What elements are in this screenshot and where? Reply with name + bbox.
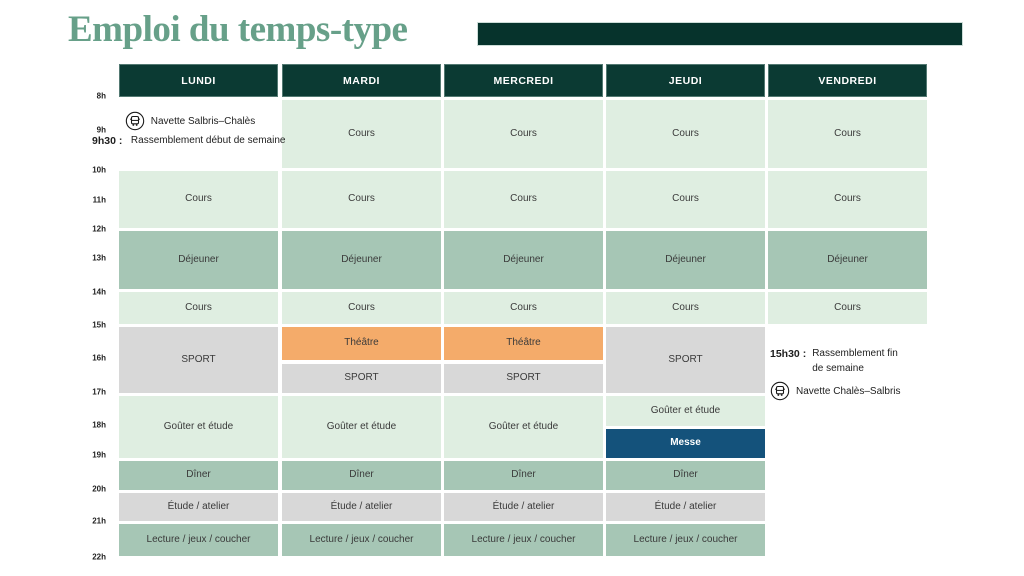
schedule-cell-vendredi-r1: Cours bbox=[768, 100, 927, 168]
schedule-cell-mercredi-r8: Étude / atelier bbox=[444, 493, 603, 521]
schedule-cell-mercredi-r4: Cours bbox=[444, 292, 603, 324]
time-label-22h: 22h bbox=[92, 552, 106, 562]
schedule-cell-mardi-r1: Cours bbox=[282, 100, 441, 168]
schedule-cell-mardi-r5a: Théâtre bbox=[282, 327, 441, 360]
schedule-cell-mardi-r6: Goûter et étude bbox=[282, 396, 441, 458]
time-label-17h: 17h bbox=[92, 387, 106, 397]
schedule-cell-mercredi-r7: Dîner bbox=[444, 461, 603, 490]
schedule-cell-jeudi-r7: Dîner bbox=[606, 461, 765, 490]
schedule-cell-mardi-r3: Déjeuner bbox=[282, 231, 441, 289]
monday-note-text: Rassemblement début de semaine bbox=[130, 135, 286, 146]
schedule-cell-lundi-r5: SPORT bbox=[119, 327, 278, 393]
schedule-cell-jeudi-r9: Lecture / jeux / coucher bbox=[606, 524, 765, 556]
time-label-16h: 16h bbox=[92, 353, 106, 363]
time-label-12h: 12h bbox=[92, 224, 106, 234]
schedule-cell-lundi-r2: Cours bbox=[119, 171, 278, 228]
time-label-10h: 10h bbox=[92, 165, 106, 175]
day-header-vendredi: VENDREDI bbox=[768, 64, 927, 97]
schedule-cell-mercredi-r6: Goûter et étude bbox=[444, 396, 603, 458]
schedule-cell-lundi-r8: Étude / atelier bbox=[119, 493, 278, 521]
schedule-cell-jeudi-r5: SPORT bbox=[606, 327, 765, 393]
monday-note: Navette Salbris–Chalès 9h30 : Rassemblem… bbox=[92, 111, 288, 149]
bus-icon bbox=[125, 111, 145, 131]
schedule-cell-vendredi-r2: Cours bbox=[768, 171, 927, 228]
schedule-cell-lundi-r6: Goûter et étude bbox=[119, 396, 278, 458]
schedule-cell-mercredi-r1: Cours bbox=[444, 100, 603, 168]
schedule-cell-mardi-r8: Étude / atelier bbox=[282, 493, 441, 521]
schedule-cell-lundi-r7: Dîner bbox=[119, 461, 278, 490]
time-label-18h: 18h bbox=[92, 420, 106, 430]
day-header-jeudi: JEUDI bbox=[606, 64, 765, 97]
time-label-8h: 8h bbox=[96, 91, 106, 101]
time-label-20h: 20h bbox=[92, 484, 106, 494]
schedule-cell-lundi-r3: Déjeuner bbox=[119, 231, 278, 289]
monday-note-time: 9h30 : bbox=[92, 135, 123, 147]
schedule-cell-mercredi-r9: Lecture / jeux / coucher bbox=[444, 524, 603, 556]
schedule-cell-mardi-r7: Dîner bbox=[282, 461, 441, 490]
schedule-cell-jeudi-r3: Déjeuner bbox=[606, 231, 765, 289]
schedule-cell-jeudi-r6a: Goûter et étude bbox=[606, 396, 765, 426]
bus-icon bbox=[770, 381, 790, 401]
friday-navette-label: Navette Chalès–Salbris bbox=[796, 385, 901, 397]
day-header-mercredi: MERCREDI bbox=[444, 64, 603, 97]
friday-note-text: Rassemblement fin de semaine bbox=[812, 348, 898, 374]
time-label-19h: 19h bbox=[92, 450, 106, 460]
friday-note: 15h30 : Rassemblement fin de semaine Nav… bbox=[770, 344, 940, 401]
time-label-13h: 13h bbox=[92, 253, 106, 263]
schedule-cell-mercredi-r3: Déjeuner bbox=[444, 231, 603, 289]
schedule-cell-mardi-r9: Lecture / jeux / coucher bbox=[282, 524, 441, 556]
day-header-lundi: LUNDI bbox=[119, 64, 278, 97]
day-header-mardi: MARDI bbox=[282, 64, 441, 97]
schedule-cell-lundi-r4: Cours bbox=[119, 292, 278, 324]
schedule-cell-mardi-r2: Cours bbox=[282, 171, 441, 228]
page-title: Emploi du temps-type bbox=[68, 9, 408, 50]
schedule-cell-mardi-r5b: SPORT bbox=[282, 364, 441, 393]
monday-navette-label: Navette Salbris–Chalès bbox=[150, 115, 256, 127]
schedule-cell-mercredi-r5a: Théâtre bbox=[444, 327, 603, 360]
schedule-cell-jeudi-r4: Cours bbox=[606, 292, 765, 324]
schedule-cell-jeudi-r2: Cours bbox=[606, 171, 765, 228]
schedule-cell-jeudi-r1: Cours bbox=[606, 100, 765, 168]
schedule-cell-jeudi-r8: Étude / atelier bbox=[606, 493, 765, 521]
schedule-cell-vendredi-r3: Déjeuner bbox=[768, 231, 927, 289]
schedule-cell-mercredi-r2: Cours bbox=[444, 171, 603, 228]
schedule-cell-mercredi-r5b: SPORT bbox=[444, 364, 603, 393]
friday-note-time: 15h30 : bbox=[770, 348, 807, 360]
time-label-15h: 15h bbox=[92, 320, 106, 330]
time-label-11h: 11h bbox=[92, 195, 106, 205]
time-label-9h: 9h bbox=[96, 125, 106, 135]
time-label-21h: 21h bbox=[92, 516, 106, 526]
schedule-cell-jeudi-r6b: Messe bbox=[606, 429, 765, 458]
schedule-cell-lundi-r9: Lecture / jeux / coucher bbox=[119, 524, 278, 556]
decorative-bar bbox=[477, 22, 963, 46]
schedule-cell-mardi-r4: Cours bbox=[282, 292, 441, 324]
time-label-14h: 14h bbox=[92, 287, 106, 297]
schedule-cell-vendredi-r4: Cours bbox=[768, 292, 927, 324]
